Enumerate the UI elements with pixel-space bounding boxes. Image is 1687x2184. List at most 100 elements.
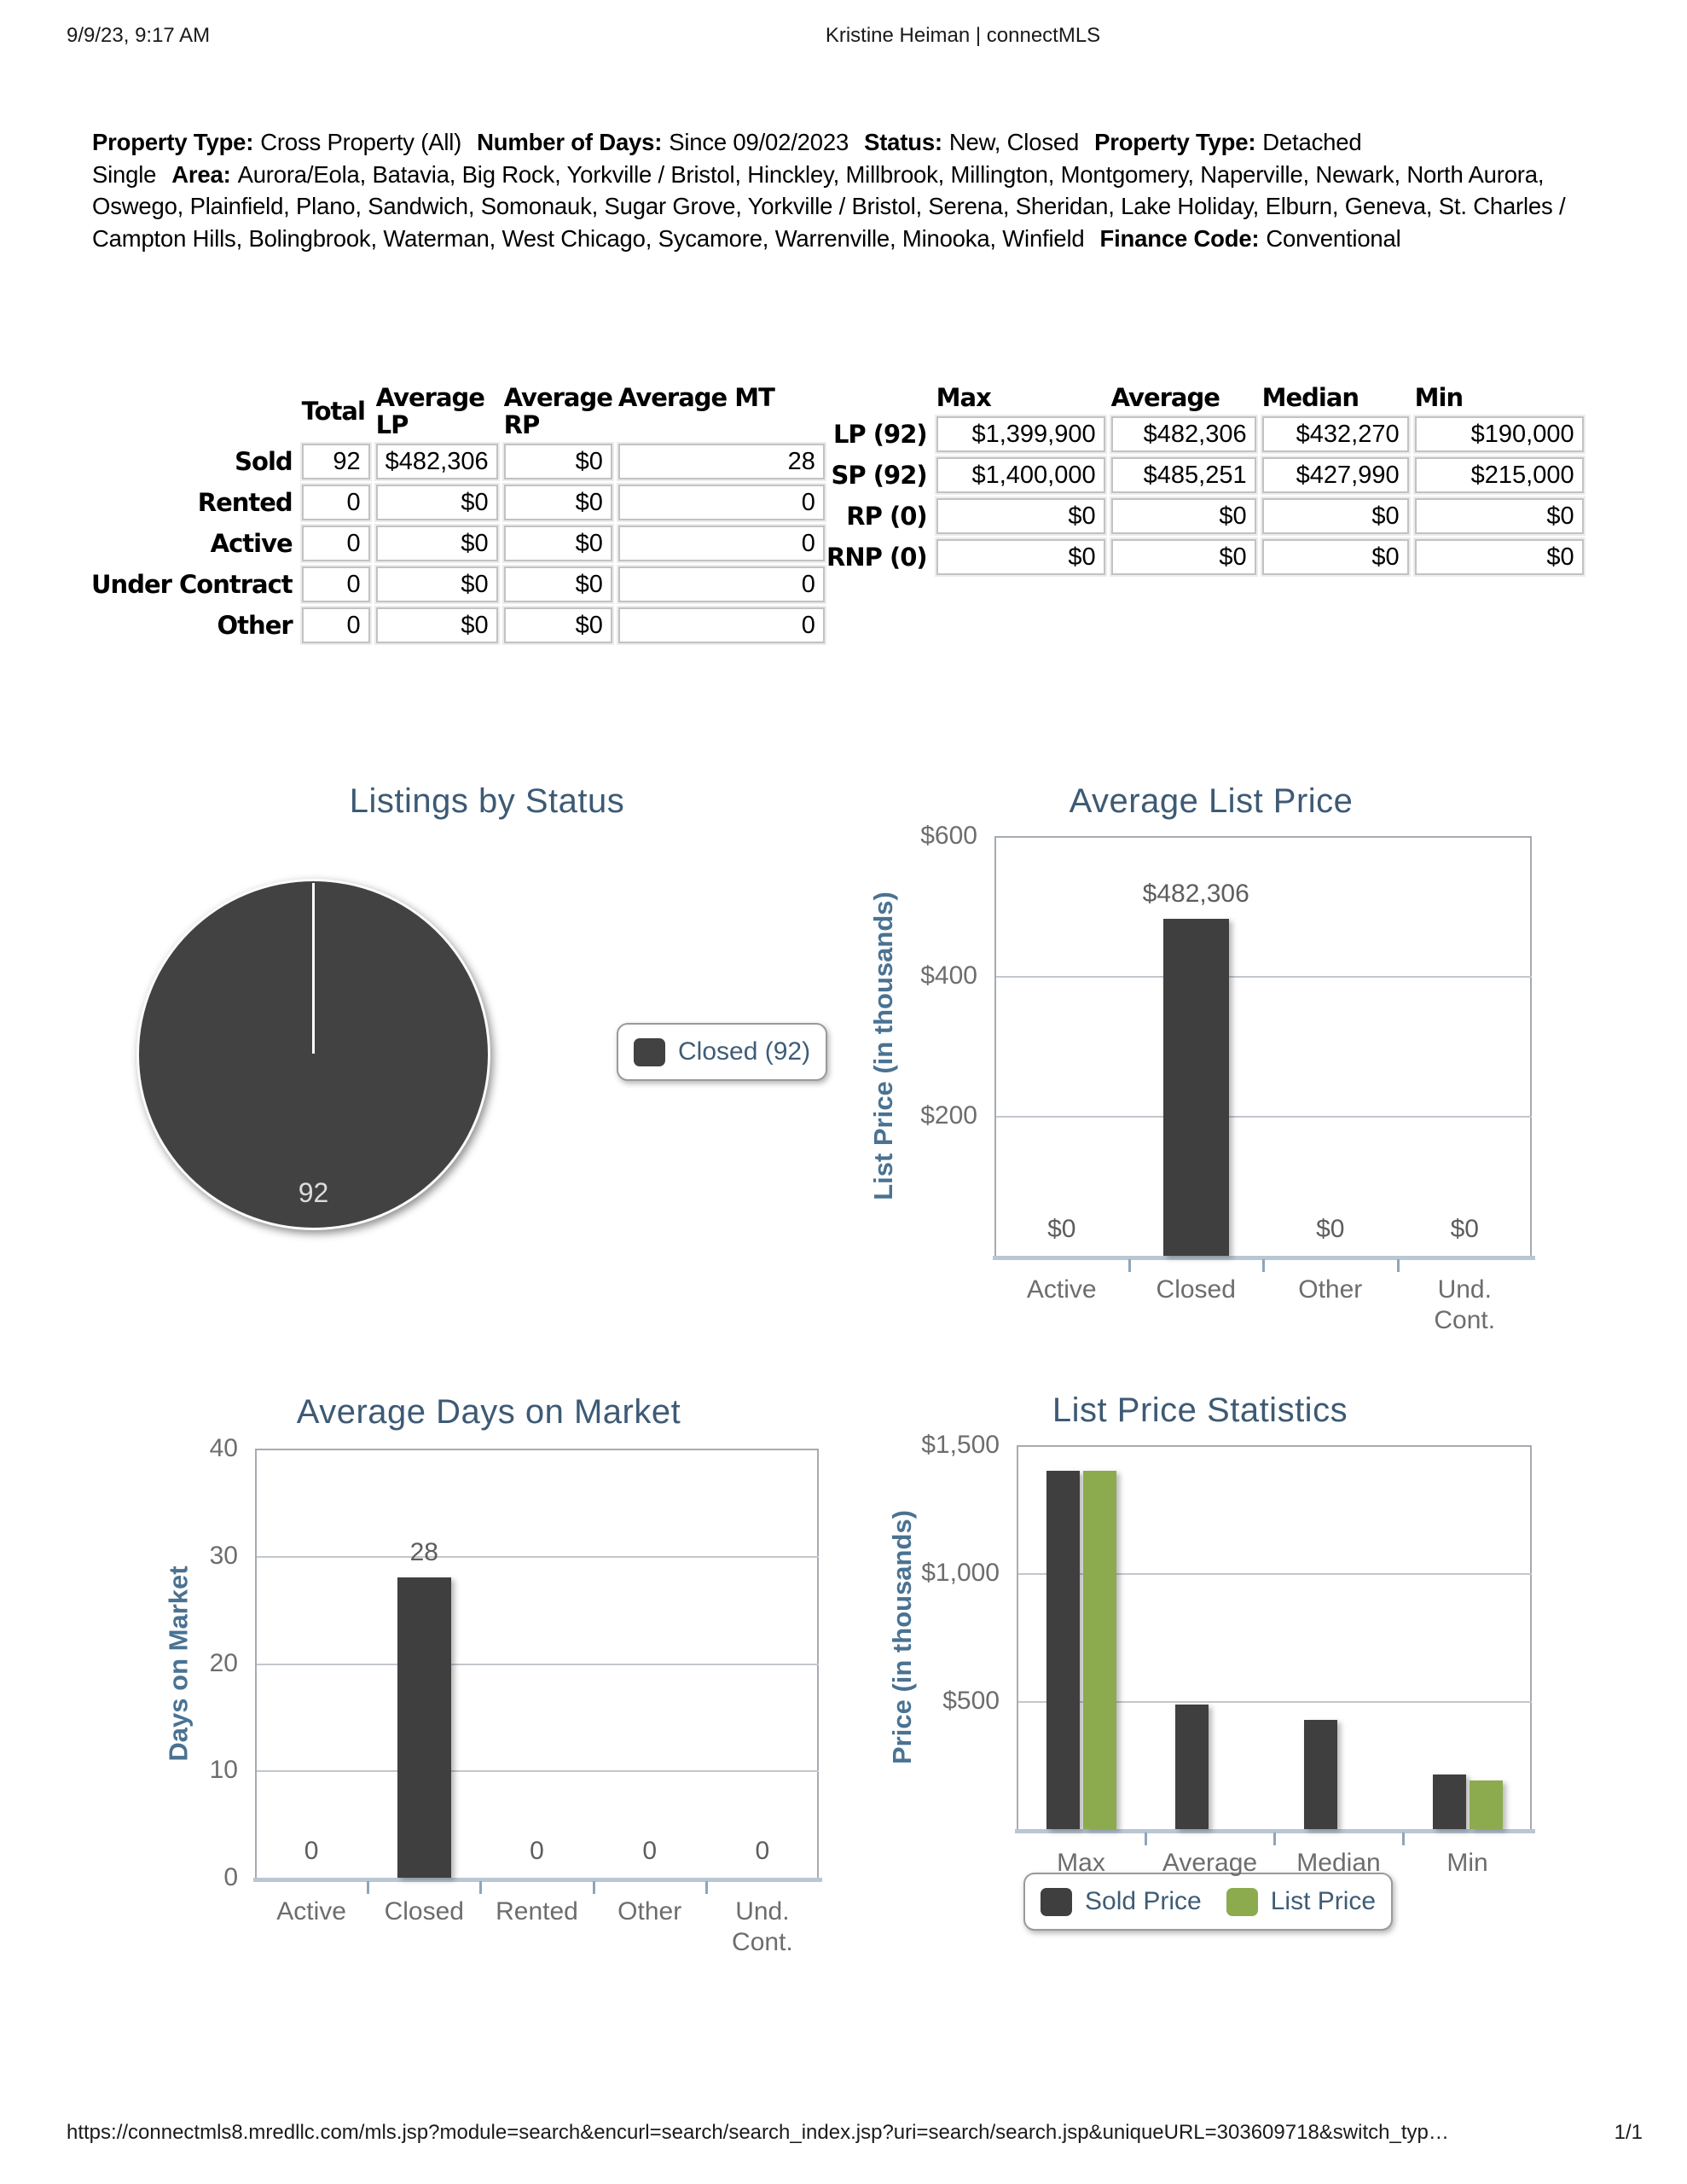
- rnp-median: $0: [1261, 539, 1409, 575]
- criteria-status: Status: New, Closed: [864, 129, 1080, 155]
- y-tick-label: 20: [209, 1648, 238, 1677]
- bar-closed: [397, 1577, 451, 1878]
- bar-median: [1303, 1719, 1337, 1829]
- x-axis-line: [1015, 1829, 1535, 1833]
- bar-min: [1432, 1774, 1466, 1829]
- column-header-median: Median: [1261, 383, 1359, 412]
- chart-title: Listings by Status: [349, 782, 625, 820]
- bar-value-label: 0: [755, 1837, 770, 1865]
- gridline-400: [996, 976, 1532, 978]
- y-tick-label: 10: [209, 1756, 238, 1785]
- chart-title: List Price Statistics: [1052, 1391, 1348, 1429]
- y-tick-label: $500: [942, 1687, 1000, 1715]
- print-header-title: Kristine Heiman | connectMLS: [825, 24, 1101, 47]
- sold-avg-rp: $0: [503, 444, 612, 479]
- column-header-average-lp: Average LP: [375, 383, 485, 439]
- column-header-average: Average: [1110, 383, 1220, 412]
- column-header-min: Min: [1414, 383, 1464, 412]
- table-row-lp: LP (92) $1,399,900 $482,306 $432,270 $19…: [826, 416, 1584, 452]
- criteria-property-type: Property Type: Cross Property (All): [92, 129, 462, 155]
- y-tick-label: 30: [209, 1541, 238, 1570]
- chart-average-list-price: Average List Price List Price (in thousa…: [853, 772, 1687, 1356]
- rp-average: $0: [1110, 498, 1256, 534]
- y-tick-label: $600: [920, 822, 977, 850]
- x-axis-line: [253, 1878, 822, 1882]
- x-category-label: Active: [276, 1897, 346, 1926]
- status-summary-table: Total Average LP Average RP Average MT S…: [85, 379, 831, 648]
- x-category-label: Und. Cont.: [732, 1897, 793, 1956]
- x-axis-tick: [1396, 1259, 1400, 1272]
- x-axis-tick: [704, 1881, 708, 1894]
- table-row-rp: RP (0) $0 $0 $0 $0: [826, 498, 1584, 534]
- print-datetime: 9/9/23, 9:17 AM: [67, 24, 211, 47]
- table-row-other: Other 0 $0 $0 0: [91, 607, 825, 643]
- search-criteria-summary: Property Type: Cross Property (All) Number…: [92, 126, 1614, 254]
- x-category-label: Active: [1026, 1275, 1097, 1304]
- rented-avg-mt: 0: [617, 485, 825, 520]
- y-axis-title: List Price (in thousands): [868, 892, 898, 1200]
- y-tick-label: $200: [920, 1101, 977, 1130]
- x-axis-tick: [592, 1881, 595, 1894]
- bar-value-label: 0: [530, 1837, 544, 1865]
- table-header-row: Max Average Median Min: [826, 384, 1584, 411]
- bar-value-label: $0: [1316, 1215, 1345, 1243]
- bar-max: [1082, 1471, 1116, 1829]
- x-category-label: Other: [617, 1897, 682, 1926]
- uc-avg-mt: 0: [617, 566, 825, 602]
- table-row-sold: Sold 92 $482,306 $0 28: [91, 444, 825, 479]
- table-row-rnp: RNP (0) $0 $0 $0 $0: [826, 539, 1584, 575]
- x-axis-tick: [1402, 1833, 1405, 1845]
- active-avg-mt: 0: [617, 526, 825, 561]
- legend-swatch-sold-price: [1041, 1887, 1072, 1916]
- sold-avg-mt: 28: [617, 444, 825, 479]
- x-category-label: Median: [1296, 1849, 1381, 1877]
- y-tick-label: $1,500: [921, 1431, 1000, 1459]
- x-category-label: Closed: [384, 1897, 464, 1926]
- rented-total: 0: [301, 485, 370, 520]
- sold-avg-lp: $482,306: [375, 444, 498, 479]
- footer-page-number: 1/1: [1614, 2121, 1643, 2144]
- sp-median: $427,990: [1261, 457, 1409, 493]
- x-axis-tick: [1273, 1833, 1276, 1845]
- x-axis-tick: [1128, 1259, 1131, 1272]
- x-axis-tick: [479, 1881, 483, 1894]
- legend-label-list-price: List Price: [1270, 1887, 1377, 1915]
- table-row-sp: SP (92) $1,400,000 $485,251 $427,990 $21…: [826, 457, 1584, 493]
- lp-max: $1,399,900: [936, 416, 1105, 452]
- legend-swatch-closed: [634, 1037, 665, 1066]
- y-tick-label: $400: [920, 961, 977, 990]
- criteria-property-type-2: Property Type: Detached Single: [92, 129, 1362, 188]
- table-row-under-contract: Under Contract 0 $0 $0 0: [91, 566, 825, 602]
- x-axis-tick: [367, 1881, 370, 1894]
- column-header-average-rp: Average RP: [503, 383, 613, 439]
- rnp-average: $0: [1110, 539, 1256, 575]
- rented-avg-rp: $0: [503, 485, 612, 520]
- gridline-10: [257, 1770, 819, 1773]
- chart-title: Average Days on Market: [296, 1393, 681, 1431]
- lp-average: $482,306: [1110, 416, 1256, 452]
- other-avg-rp: $0: [503, 607, 612, 643]
- table-header-row: Total Average LP Average RP Average MT: [91, 384, 825, 439]
- bar-max: [1046, 1471, 1080, 1829]
- y-axis-title: Price (in thousands): [887, 1510, 917, 1764]
- y-tick-label: $1,000: [921, 1559, 1000, 1587]
- bar-average: [1174, 1705, 1209, 1829]
- x-category-label: Und. Cont.: [1434, 1275, 1496, 1334]
- pie-closed-slice: 92: [136, 879, 490, 1230]
- sp-min: $215,000: [1414, 457, 1584, 493]
- plot-area: [994, 836, 1532, 1256]
- sp-average: $485,251: [1110, 457, 1256, 493]
- uc-total: 0: [301, 566, 370, 602]
- chart-title: Average List Price: [1069, 782, 1354, 820]
- uc-avg-lp: $0: [375, 566, 498, 602]
- rented-avg-lp: $0: [375, 485, 498, 520]
- x-category-label: Rented: [496, 1897, 578, 1926]
- bar-value-label: 0: [304, 1837, 319, 1865]
- chart-listings-by-status: Listings by Status 92 Closed (92): [0, 772, 853, 1327]
- active-total: 0: [301, 526, 370, 561]
- criteria-area: Area: Aurora/Eola, Batavia, Big Rock, Yor…: [92, 160, 1566, 252]
- x-category-label: Other: [1298, 1275, 1363, 1304]
- table-row-rented: Rented 0 $0 $0 0: [91, 485, 825, 520]
- lp-median: $432,270: [1261, 416, 1409, 452]
- sold-total: 92: [301, 444, 370, 479]
